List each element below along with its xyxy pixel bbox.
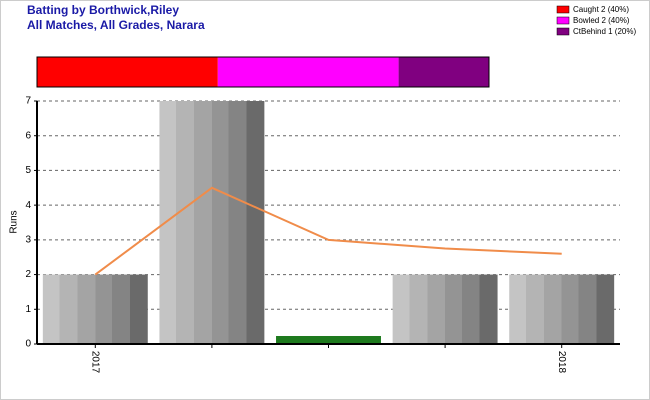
dismissal-segment	[37, 57, 218, 87]
y-tick-label: 2	[25, 269, 31, 280]
legend-label: CtBehind 1 (20%)	[573, 27, 636, 36]
bar	[276, 336, 381, 344]
chart-subtitle: All Matches, All Grades, Narara	[27, 18, 205, 32]
bar	[509, 274, 615, 344]
chart-title: Batting by Borthwick,Riley	[27, 3, 179, 17]
dismissal-segment	[217, 57, 399, 87]
legend-label: Bowled 2 (40%)	[573, 16, 630, 25]
y-tick-label: 1	[25, 304, 31, 315]
legend-swatch	[556, 5, 570, 14]
average-line	[94, 186, 562, 276]
bar	[392, 274, 498, 344]
x-tick-label: 2017	[90, 351, 101, 374]
y-tick-label: 7	[25, 96, 31, 107]
y-axis-label: Runs	[9, 210, 20, 233]
dismissal-segment	[398, 57, 489, 87]
legend-swatch	[556, 27, 570, 36]
y-tick-label: 3	[25, 234, 31, 245]
legend-label: Caught 2 (40%)	[573, 5, 629, 14]
y-tick-label: 4	[25, 200, 31, 211]
y-tick-label: 6	[25, 130, 31, 141]
y-tick-label: 5	[25, 165, 31, 176]
dismissal-border	[36, 56, 490, 88]
bar	[159, 101, 265, 344]
bar	[42, 274, 148, 344]
legend-swatch	[556, 16, 570, 25]
y-tick-label: 0	[25, 339, 31, 350]
x-tick-label: 2018	[556, 351, 567, 374]
